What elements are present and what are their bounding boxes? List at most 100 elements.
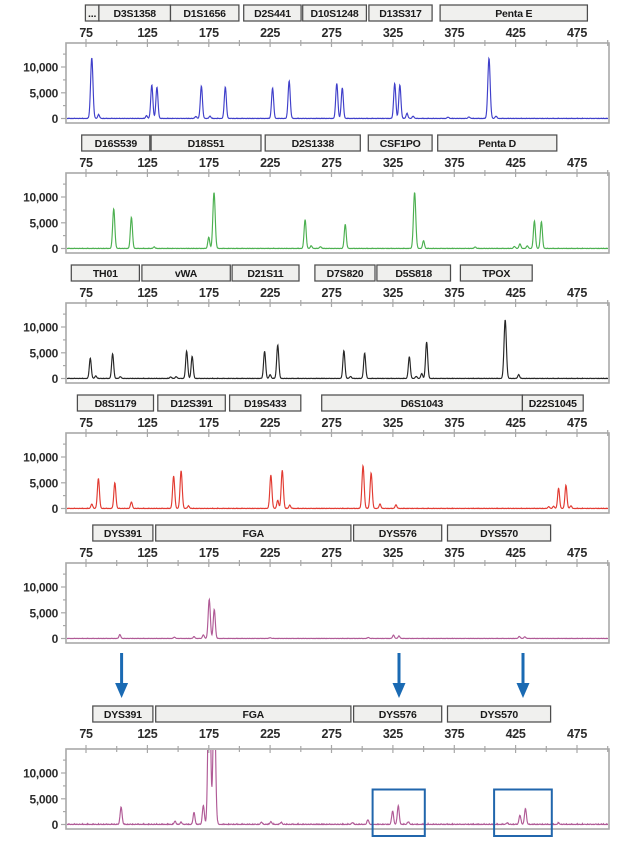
marker-label-box: D2S441 bbox=[243, 4, 302, 22]
marker-label: D19S433 bbox=[244, 398, 287, 410]
marker-label: DYS391 bbox=[104, 528, 142, 540]
epg-panel-autosomal-red: D8S1179 D12S391 D19S433 D6S1043 D22S1045 75 12… bbox=[23, 394, 610, 516]
x-tick-label: 125 bbox=[137, 416, 157, 430]
x-tick-label: 75 bbox=[79, 727, 93, 741]
y-axis-label: 5,000 bbox=[29, 216, 58, 230]
marker-label-box: CSF1PO bbox=[367, 134, 433, 152]
marker-label: DYS391 bbox=[104, 709, 142, 721]
x-tick-label: 425 bbox=[506, 26, 526, 40]
x-tick-label: 175 bbox=[199, 156, 219, 170]
marker-label: CSF1PO bbox=[380, 138, 421, 150]
marker-label: DYS570 bbox=[480, 709, 518, 721]
marker-label: D6S1043 bbox=[401, 398, 444, 410]
marker-label-box: FGA bbox=[155, 524, 352, 542]
x-tick-label: 275 bbox=[322, 727, 342, 741]
marker-label: D1S1656 bbox=[183, 8, 226, 20]
marker-label-box: Penta D bbox=[437, 134, 558, 152]
marker-label: DYS570 bbox=[480, 528, 518, 540]
electropherogram-trace bbox=[67, 192, 608, 250]
x-tick-label: 475 bbox=[567, 156, 587, 170]
marker-label-box: DYS576 bbox=[352, 705, 443, 723]
x-tick-label: 225 bbox=[260, 416, 280, 430]
marker-label: vWA bbox=[175, 268, 198, 280]
marker-label-box: D8S1179 bbox=[76, 394, 155, 412]
marker-label-box: TH01 bbox=[70, 264, 141, 282]
y-axis-label: 10,000 bbox=[23, 581, 59, 595]
marker-label-box: D22S1045 bbox=[521, 394, 584, 412]
y-axis-label: 5,000 bbox=[29, 476, 58, 490]
x-tick-label: 125 bbox=[137, 727, 157, 741]
x-tick-label: 475 bbox=[567, 286, 587, 300]
marker-label: D8S1179 bbox=[95, 398, 137, 410]
x-tick-label: 225 bbox=[260, 286, 280, 300]
down-arrow-icon bbox=[516, 653, 530, 698]
x-tick-label: 125 bbox=[137, 156, 157, 170]
x-tick-label: 325 bbox=[383, 546, 403, 560]
marker-label: DYS576 bbox=[379, 528, 417, 540]
marker-label: D22S1045 bbox=[529, 398, 577, 410]
marker-label-box: FGA bbox=[155, 705, 352, 723]
marker-label-box: D10S1248 bbox=[302, 4, 368, 22]
marker-label-box: D7S820 bbox=[314, 264, 376, 282]
x-tick-label: 175 bbox=[199, 26, 219, 40]
electropherogram-trace bbox=[67, 750, 608, 826]
x-tick-label: 325 bbox=[383, 156, 403, 170]
y-axis-label: 10,000 bbox=[23, 451, 59, 465]
x-tick-label: 325 bbox=[383, 416, 403, 430]
electropherogram-trace bbox=[67, 597, 608, 640]
x-tick-label: 325 bbox=[383, 286, 403, 300]
x-tick-label: 375 bbox=[444, 546, 464, 560]
y-axis-label: 5,000 bbox=[29, 86, 58, 100]
x-tick-label: 125 bbox=[137, 26, 157, 40]
marker-label-box: D2S1338 bbox=[264, 134, 361, 152]
electropherogram-trace bbox=[67, 56, 608, 120]
electropherogram-trace bbox=[67, 463, 608, 510]
x-tick-label: 125 bbox=[137, 546, 157, 560]
marker-label: ... bbox=[88, 8, 96, 20]
marker-label: TH01 bbox=[93, 268, 118, 280]
marker-label-box: DYS391 bbox=[92, 705, 154, 723]
highlight-box bbox=[371, 788, 426, 837]
x-tick-label: 375 bbox=[444, 416, 464, 430]
x-tick-label: 375 bbox=[444, 26, 464, 40]
x-tick-label: 75 bbox=[79, 416, 93, 430]
x-tick-label: 375 bbox=[444, 156, 464, 170]
marker-label: D3S1358 bbox=[114, 8, 157, 20]
marker-label-box: D13S317 bbox=[368, 4, 433, 22]
y-axis-label: 0 bbox=[52, 372, 59, 386]
epg-panel-autosomal-green: D16S539 D18S51 D2S1338 CSF1PO Penta D 75 125 17… bbox=[23, 134, 610, 256]
marker-label-box: vWA bbox=[141, 264, 231, 282]
y-axis-label: 10,000 bbox=[23, 321, 59, 335]
electropherogram-trace bbox=[67, 319, 608, 380]
x-tick-label: 225 bbox=[260, 26, 280, 40]
x-tick-label: 275 bbox=[322, 156, 342, 170]
y-axis-label: 0 bbox=[52, 112, 59, 126]
x-tick-label: 425 bbox=[506, 416, 526, 430]
marker-label-box: D21S11 bbox=[231, 264, 300, 282]
marker-label: DYS576 bbox=[379, 709, 417, 721]
y-axis-label: 10,000 bbox=[23, 61, 59, 75]
marker-label: FGA bbox=[243, 709, 265, 721]
marker-label-box: DYS391 bbox=[92, 524, 154, 542]
marker-label: D12S391 bbox=[170, 398, 213, 410]
plot-frame bbox=[65, 432, 610, 514]
y-axis-label: 5,000 bbox=[29, 606, 58, 620]
x-tick-label: 75 bbox=[79, 546, 93, 560]
x-tick-label: 225 bbox=[260, 727, 280, 741]
marker-label-box: DYS570 bbox=[446, 524, 552, 542]
plot-frame bbox=[65, 172, 610, 254]
marker-label-box: Penta E bbox=[439, 4, 589, 22]
x-tick-label: 425 bbox=[506, 727, 526, 741]
x-tick-label: 125 bbox=[137, 286, 157, 300]
x-tick-label: 375 bbox=[444, 727, 464, 741]
x-tick-label: 225 bbox=[260, 546, 280, 560]
y-axis-label: 0 bbox=[52, 502, 59, 516]
marker-label: D21S11 bbox=[247, 268, 284, 280]
x-tick-label: 75 bbox=[79, 26, 93, 40]
down-arrow-icon bbox=[392, 653, 406, 698]
marker-label-box: D1S1656 bbox=[169, 4, 240, 22]
marker-label-box: D6S1043 bbox=[321, 394, 524, 412]
y-axis-label: 5,000 bbox=[29, 346, 58, 360]
x-tick-label: 175 bbox=[199, 727, 219, 741]
x-tick-label: 375 bbox=[444, 286, 464, 300]
